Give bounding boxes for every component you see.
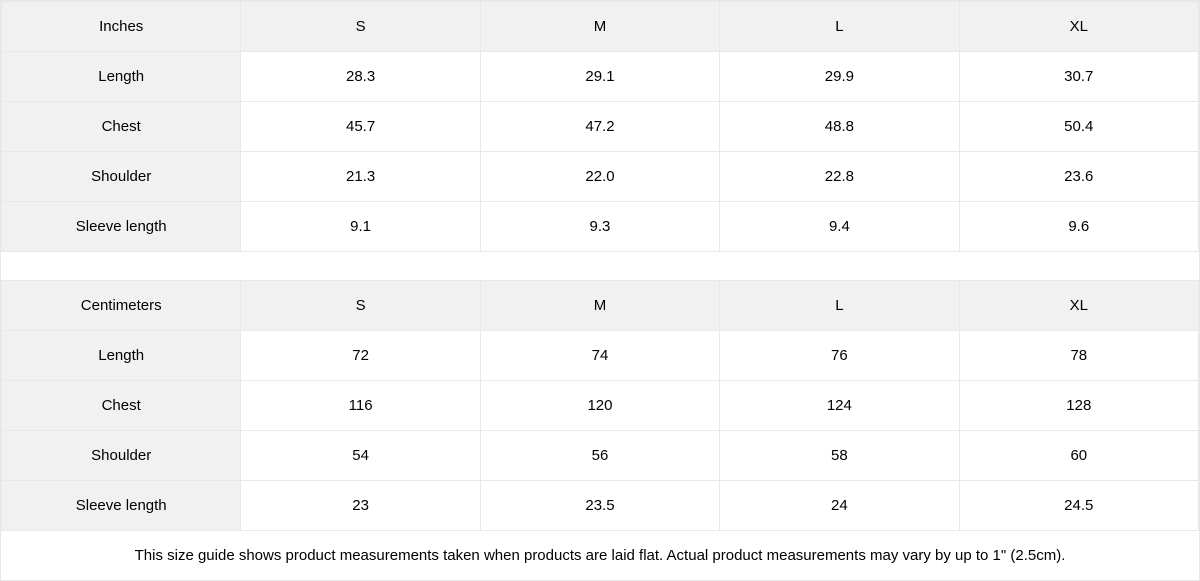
measure-value: 30.7: [959, 52, 1198, 102]
measure-label: Length: [2, 331, 241, 381]
measure-value: 54: [241, 431, 480, 481]
size-guide-footnote: This size guide shows product measuremen…: [1, 531, 1199, 580]
unit-label: Centimeters: [2, 281, 241, 331]
table-header-row: Inches S M L XL: [2, 2, 1199, 52]
measure-value: 23.6: [959, 152, 1198, 202]
table-header-row: Centimeters S M L XL: [2, 281, 1199, 331]
measure-value: 45.7: [241, 102, 480, 152]
measure-value: 29.1: [480, 52, 719, 102]
table-row: Sleeve length 9.1 9.3 9.4 9.6: [2, 202, 1199, 252]
measure-value: 50.4: [959, 102, 1198, 152]
table-row: Length 28.3 29.1 29.9 30.7: [2, 52, 1199, 102]
measure-value: 116: [241, 381, 480, 431]
size-header: XL: [959, 281, 1198, 331]
measure-label: Chest: [2, 102, 241, 152]
measure-value: 22.8: [720, 152, 959, 202]
measure-value: 9.1: [241, 202, 480, 252]
size-header: XL: [959, 2, 1198, 52]
measure-value: 76: [720, 331, 959, 381]
measure-label: Sleeve length: [2, 202, 241, 252]
table-row: Sleeve length 23 23.5 24 24.5: [2, 481, 1199, 531]
measure-value: 22.0: [480, 152, 719, 202]
measure-value: 60: [959, 431, 1198, 481]
measure-value: 74: [480, 331, 719, 381]
size-header: S: [241, 2, 480, 52]
size-header: L: [720, 2, 959, 52]
measure-value: 28.3: [241, 52, 480, 102]
size-table-centimeters: Centimeters S M L XL Length 72 74 76 78 …: [1, 280, 1199, 531]
size-table-inches: Inches S M L XL Length 28.3 29.1 29.9 30…: [1, 1, 1199, 252]
size-header: M: [480, 281, 719, 331]
measure-value: 120: [480, 381, 719, 431]
table-row: Shoulder 54 56 58 60: [2, 431, 1199, 481]
measure-value: 72: [241, 331, 480, 381]
table-spacer: [1, 252, 1199, 280]
unit-label: Inches: [2, 2, 241, 52]
table-row: Shoulder 21.3 22.0 22.8 23.6: [2, 152, 1199, 202]
measure-value: 56: [480, 431, 719, 481]
measure-value: 21.3: [241, 152, 480, 202]
measure-value: 24.5: [959, 481, 1198, 531]
measure-value: 78: [959, 331, 1198, 381]
table-row: Chest 116 120 124 128: [2, 381, 1199, 431]
size-header: L: [720, 281, 959, 331]
measure-label: Shoulder: [2, 431, 241, 481]
measure-value: 9.4: [720, 202, 959, 252]
measure-value: 9.6: [959, 202, 1198, 252]
measure-value: 58: [720, 431, 959, 481]
measure-value: 128: [959, 381, 1198, 431]
measure-value: 124: [720, 381, 959, 431]
measure-value: 47.2: [480, 102, 719, 152]
measure-value: 23: [241, 481, 480, 531]
size-guide-container: Inches S M L XL Length 28.3 29.1 29.9 30…: [0, 0, 1200, 581]
measure-value: 48.8: [720, 102, 959, 152]
table-row: Chest 45.7 47.2 48.8 50.4: [2, 102, 1199, 152]
measure-label: Chest: [2, 381, 241, 431]
measure-label: Length: [2, 52, 241, 102]
measure-label: Sleeve length: [2, 481, 241, 531]
measure-value: 9.3: [480, 202, 719, 252]
size-header: S: [241, 281, 480, 331]
size-header: M: [480, 2, 719, 52]
measure-label: Shoulder: [2, 152, 241, 202]
measure-value: 29.9: [720, 52, 959, 102]
table-row: Length 72 74 76 78: [2, 331, 1199, 381]
measure-value: 24: [720, 481, 959, 531]
measure-value: 23.5: [480, 481, 719, 531]
